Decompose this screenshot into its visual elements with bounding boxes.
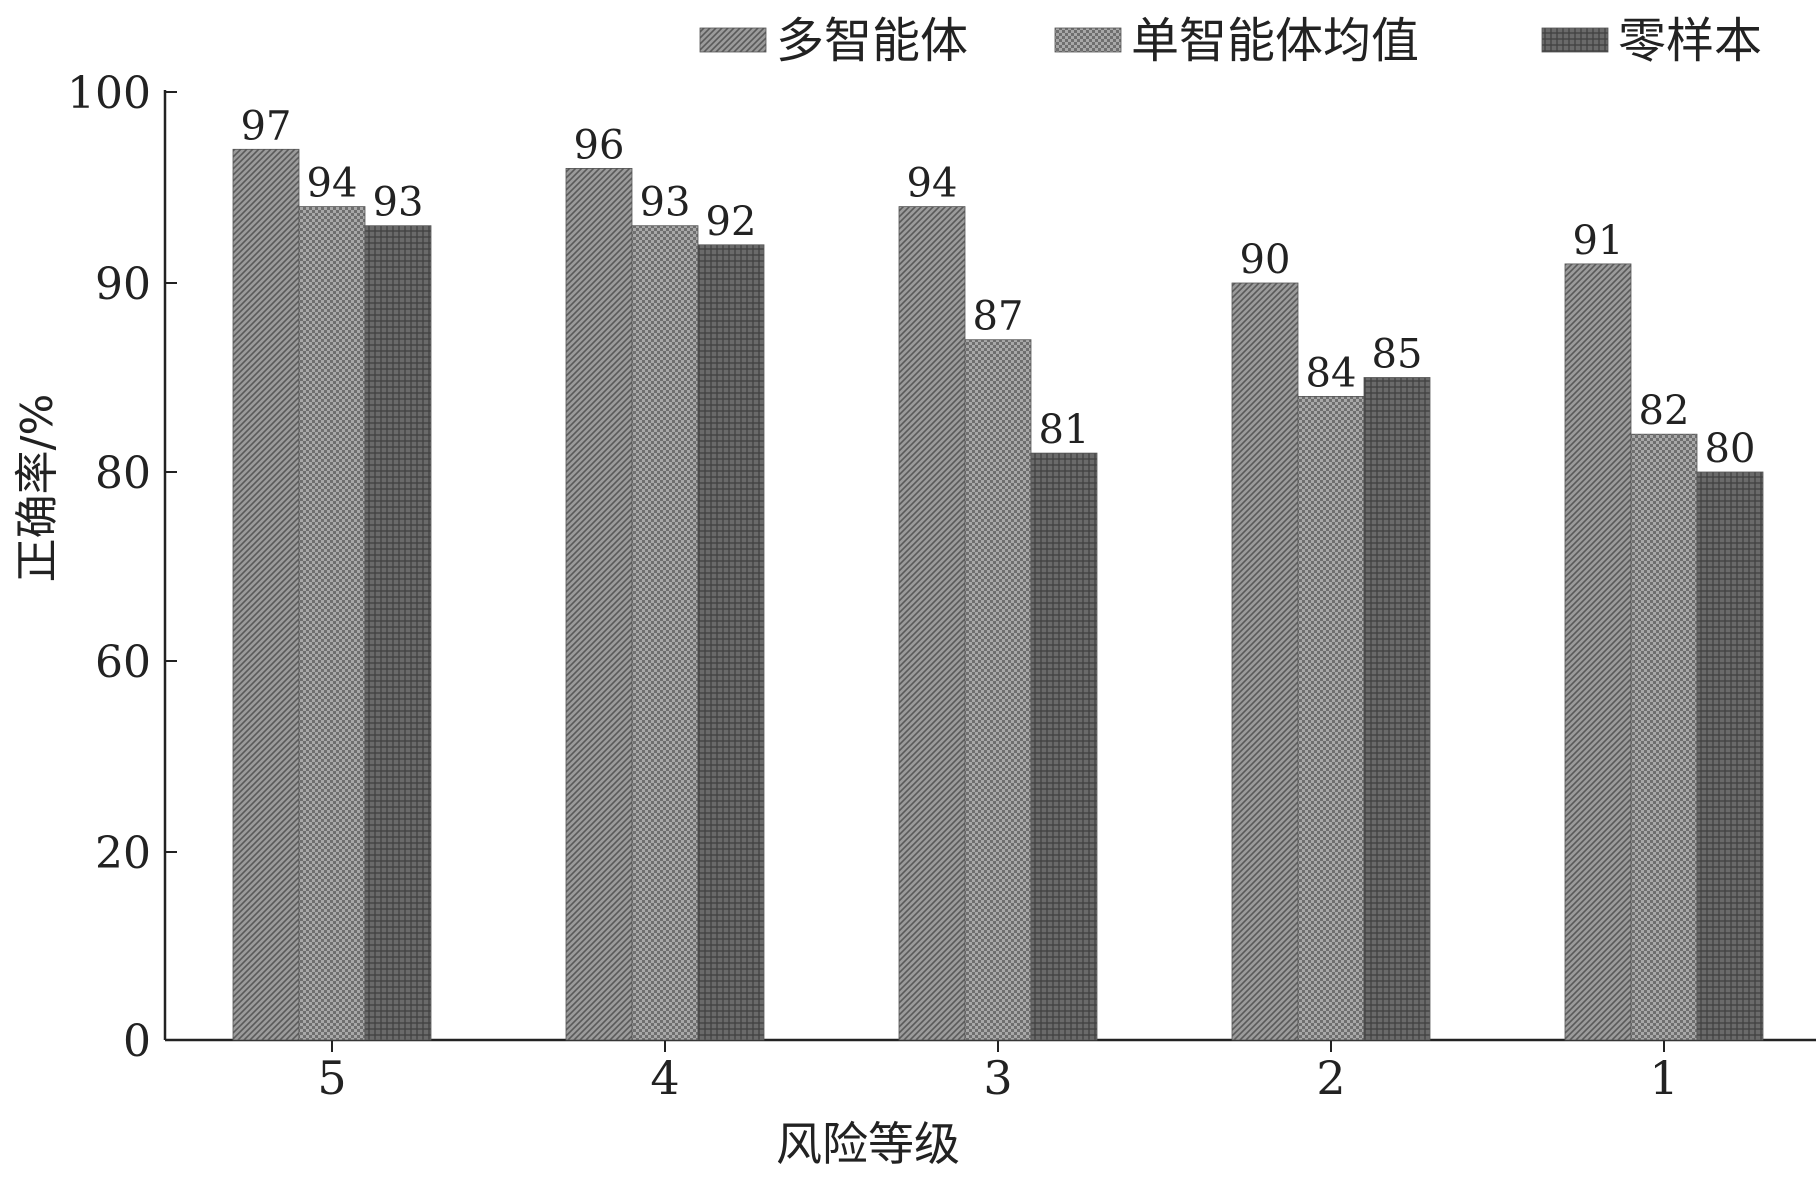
bar-group-2: 90 84 85 [1231,237,1431,1041]
bar-value-label: 84 [1306,350,1357,396]
bar-value-label: 94 [907,161,958,207]
bar-value-label: 93 [640,180,691,226]
y-tick-label: 0 [123,1016,151,1067]
bar-group-1: 91 82 80 [1564,218,1764,1041]
legend-label: 多智能体 [776,13,968,69]
x-tick-label: 3 [983,1051,1012,1105]
bar-value-label: 94 [307,161,358,207]
bar [964,339,1032,1041]
y-tick-label: 100 [67,68,151,119]
bar [298,206,366,1041]
x-tick-label: 4 [650,1051,679,1105]
bar [898,206,966,1041]
x-axis: 5 4 3 2 1 [165,1038,1816,1105]
bar [631,225,699,1041]
x-tick-label: 1 [1649,1051,1678,1105]
y-axis-label: 正确率/% [12,394,63,583]
legend-label: 单智能体均值 [1131,13,1419,69]
x-axis-label: 风险等级 [776,1117,960,1171]
bar-value-label: 80 [1705,426,1756,472]
legend-item: 零样本 [1541,13,1762,69]
y-tick-label: 60 [95,637,151,688]
x-tick-label: 2 [1316,1051,1345,1105]
bar-value-label: 91 [1573,218,1624,264]
bar-value-label: 82 [1639,388,1690,434]
bar [697,244,765,1041]
bar-value-label: 87 [973,294,1024,340]
bar-group-4: 96 93 92 [565,122,765,1041]
bar [1696,471,1764,1041]
bar-value-label: 85 [1372,332,1423,378]
y-tick-label: 90 [95,259,151,310]
legend-swatch [699,27,767,53]
y-tick-label: 80 [95,448,151,499]
bar [565,167,633,1041]
x-tick-label: 5 [317,1051,346,1105]
bar [1297,395,1365,1041]
bar-group-3: 94 87 81 [898,161,1098,1041]
bar [1030,452,1098,1041]
bar-value-label: 97 [241,103,292,149]
bar [1630,433,1698,1041]
y-tick-label: 20 [95,828,151,879]
legend: 多智能体 单智能体均值 零样本 [699,13,1762,69]
bar-value-label: 96 [574,122,625,168]
bar-value-label: 93 [373,180,424,226]
legend-swatch [1541,27,1609,53]
y-axis: 0 20 60 80 90 100 [67,68,177,1067]
bars: 97 94 93 96 93 92 94 87 81 90 84 85 91 82 80 [232,103,1764,1041]
bar [232,148,300,1041]
bar-value-label: 90 [1240,237,1291,283]
bar-value-label: 92 [706,199,757,245]
bar [364,225,432,1041]
bar-value-label: 81 [1039,407,1090,453]
legend-item: 多智能体 [699,13,968,69]
bar [1363,377,1431,1041]
legend-swatch [1054,27,1122,53]
bar-group-5: 97 94 93 [232,103,432,1041]
bar [1231,282,1299,1041]
bar [1564,263,1632,1041]
legend-label: 零样本 [1618,13,1762,69]
legend-item: 单智能体均值 [1054,13,1419,69]
